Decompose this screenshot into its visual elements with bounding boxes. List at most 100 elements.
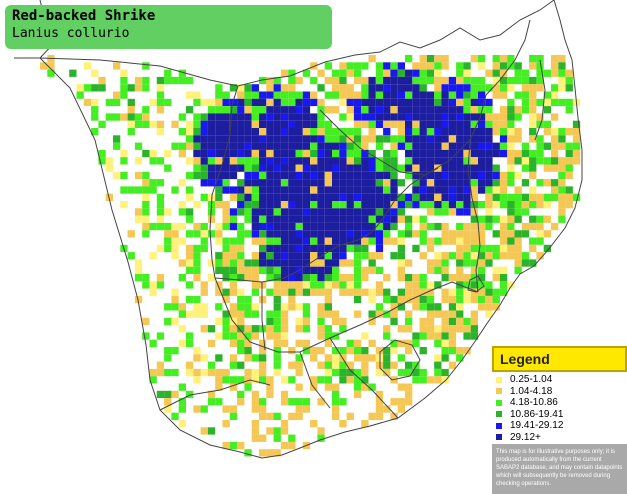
occurrence-cell	[302, 339, 311, 347]
occurrence-cell	[332, 222, 340, 231]
occurrence-cell	[332, 354, 340, 362]
occurrence-cell	[215, 317, 223, 326]
legend-label: 4.18-10.86	[510, 397, 558, 409]
occurrence-cell	[485, 310, 493, 318]
occurrence-cell	[361, 186, 369, 194]
occurrence-cell	[142, 149, 150, 158]
occurrence-cell	[266, 208, 274, 216]
occurrence-cell	[346, 149, 354, 158]
occurrence-cell	[266, 288, 274, 296]
occurrence-cell	[463, 157, 471, 165]
occurrence-cell	[105, 157, 113, 165]
occurrence-cell	[178, 237, 186, 245]
occurrence-cell	[456, 135, 464, 143]
occurrence-cell	[463, 142, 471, 150]
occurrence-cell	[434, 128, 442, 136]
occurrence-cell	[302, 230, 311, 238]
occurrence-cell	[251, 142, 259, 150]
occurrence-cell	[412, 201, 420, 209]
occurrence-cell	[273, 149, 281, 158]
occurrence-cell	[346, 62, 354, 70]
occurrence-cell	[302, 128, 311, 136]
occurrence-cell	[280, 193, 289, 201]
occurrence-cell	[295, 98, 303, 107]
occurrence-cell	[200, 427, 208, 435]
occurrence-cell	[375, 98, 384, 107]
occurrence-cell	[229, 164, 238, 172]
occurrence-cell	[156, 274, 165, 282]
occurrence-cell	[492, 252, 500, 260]
occurrence-cell	[259, 193, 267, 201]
occurrence-cell	[280, 339, 289, 347]
occurrence-cell	[448, 237, 457, 245]
occurrence-cell	[390, 120, 398, 128]
occurrence-cell	[441, 149, 449, 158]
occurrence-cell	[419, 222, 427, 231]
occurrence-cell	[207, 368, 216, 377]
occurrence-cell	[237, 120, 245, 128]
occurrence-cell	[353, 69, 362, 77]
occurrence-cell	[193, 230, 201, 238]
occurrence-cell	[193, 164, 201, 172]
occurrence-cell	[397, 288, 405, 296]
legend-item: 19.41-29.12	[496, 420, 627, 432]
occurrence-cell	[215, 113, 223, 121]
occurrence-cell	[332, 149, 340, 158]
occurrence-cell	[529, 76, 537, 85]
occurrence-cell	[478, 84, 486, 92]
occurrence-cell	[317, 201, 325, 209]
occurrence-cell	[572, 149, 581, 158]
occurrence-cell	[295, 317, 303, 326]
occurrence-cell	[302, 310, 311, 318]
occurrence-cell	[390, 215, 398, 223]
occurrence-cell	[543, 201, 551, 209]
occurrence-cell	[332, 179, 340, 187]
occurrence-cell	[332, 398, 340, 406]
occurrence-cell	[463, 295, 471, 304]
occurrence-cell	[310, 193, 318, 201]
occurrence-cell	[171, 142, 179, 150]
occurrence-cell	[405, 157, 413, 165]
occurrence-cell	[558, 98, 566, 107]
occurrence-cell	[339, 230, 347, 238]
occurrence-cell	[448, 208, 457, 216]
occurrence-cell	[186, 186, 194, 194]
occurrence-cell	[507, 135, 515, 143]
occurrence-cell	[295, 383, 303, 391]
occurrence-cell	[368, 339, 376, 347]
occurrence-cell	[529, 259, 537, 267]
occurrence-cell	[551, 142, 559, 150]
occurrence-cell	[207, 390, 216, 399]
occurrence-cell	[295, 76, 303, 85]
occurrence-cell	[375, 62, 384, 70]
occurrence-cell	[193, 376, 201, 384]
occurrence-cell	[149, 157, 157, 165]
occurrence-cell	[317, 69, 325, 77]
occurrence-cell	[478, 164, 486, 172]
occurrence-cell	[273, 368, 281, 377]
occurrence-cell	[529, 149, 537, 158]
occurrence-cell	[310, 420, 318, 428]
occurrence-cell	[149, 98, 157, 107]
occurrence-cell	[244, 157, 252, 165]
occurrence-cell	[156, 193, 165, 201]
occurrence-cell	[324, 361, 332, 369]
occurrence-cell	[295, 208, 303, 216]
occurrence-cell	[397, 244, 405, 253]
legend-item: 29.12+	[496, 432, 627, 444]
occurrence-cell	[470, 179, 478, 187]
occurrence-cell	[456, 186, 464, 194]
occurrence-cell	[353, 281, 362, 289]
occurrence-cell	[558, 76, 566, 85]
occurrence-cell	[156, 84, 165, 92]
occurrence-cell	[251, 201, 259, 209]
occurrence-cell	[390, 339, 398, 347]
occurrence-cell	[419, 186, 427, 194]
occurrence-cell	[521, 91, 530, 99]
occurrence-cell	[419, 274, 427, 282]
occurrence-cell	[324, 332, 332, 340]
occurrence-cell	[259, 361, 267, 369]
occurrence-cell	[280, 390, 289, 399]
occurrence-cell	[558, 208, 566, 216]
occurrence-cell	[259, 230, 267, 238]
